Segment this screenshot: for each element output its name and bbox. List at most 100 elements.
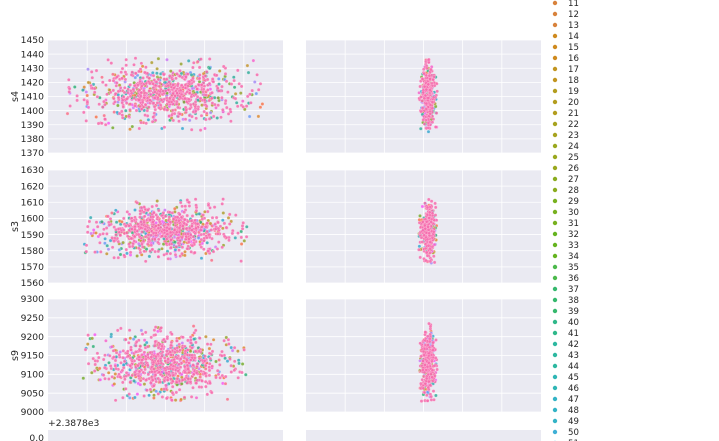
legend-label: 50 [568, 428, 579, 438]
legend-label: 51 [568, 439, 579, 441]
y-tick-label: 1610 [21, 197, 45, 208]
y-tick-label: 9050 [21, 388, 45, 399]
legend-label: 26 [568, 164, 579, 174]
legend-label: 19 [568, 87, 579, 97]
scatter-points [82, 197, 249, 263]
panels-layer: s4 1370 1380 1390 1400 1410 1420 1430 1440 1450 s3… [10, 35, 541, 441]
y-tick-label: 1410 [21, 92, 45, 103]
y-tick-label: 9300 [21, 294, 45, 305]
y-tick-label: 1600 [21, 214, 45, 225]
legend-item: 14 [552, 32, 579, 42]
legend-item: 47 [552, 395, 579, 405]
legend-label: 35 [568, 263, 579, 273]
scatter-points [417, 57, 439, 134]
legend-item: 26 [552, 164, 579, 174]
legend-item: 48 [552, 406, 579, 416]
legend-label: 47 [568, 395, 579, 405]
legend-item: 17 [552, 65, 579, 75]
legend-item: 37 [552, 285, 579, 295]
legend-item: 16 [552, 54, 579, 64]
legend-label: 36 [568, 274, 579, 284]
legend-label: 32 [568, 230, 579, 240]
y-tick-label: 9150 [21, 351, 45, 362]
legend-item: 27 [552, 175, 579, 185]
legend-item: 34 [552, 252, 579, 262]
legend-label: 46 [568, 384, 579, 394]
legend-label: 24 [568, 142, 579, 152]
legend-item: 44 [552, 362, 579, 372]
legend-label: 40 [568, 318, 579, 328]
y-tick-label: 0.0 [29, 433, 44, 441]
y-tick-label: 9250 [21, 313, 45, 324]
legend-item: 38 [552, 296, 579, 306]
legend-label: 22 [568, 120, 579, 130]
legend-label: 48 [568, 406, 579, 416]
legend-item: 32 [552, 230, 579, 240]
panel-r0-c1 [306, 39, 541, 154]
y-tick-label: 1570 [21, 262, 45, 273]
legend-label: 25 [568, 153, 579, 163]
legend-item: 35 [552, 263, 579, 273]
legend-item: 49 [552, 417, 579, 427]
legend-label: 27 [568, 175, 579, 185]
y-tick-label: 1630 [21, 165, 45, 176]
legend-label: 28 [568, 186, 579, 196]
legend-item: 28 [552, 186, 579, 196]
legend-label: 30 [568, 208, 579, 218]
legend-item: 39 [552, 307, 579, 317]
legend-item: 11 [552, 0, 579, 9]
legend-label: 33 [568, 241, 579, 251]
legend-label: 39 [568, 307, 579, 317]
y-tick-label: 1400 [21, 106, 45, 117]
y-axis-label-s3: s3 [10, 221, 21, 232]
legend-label: 49 [568, 417, 579, 427]
y-tick-label: 1390 [21, 120, 45, 131]
legend-item: 50 [552, 428, 579, 438]
y-tick-label: 1450 [21, 35, 45, 46]
legend-item: 30 [552, 208, 579, 218]
legend-item: 31 [552, 219, 579, 229]
legend-label: 34 [568, 252, 579, 262]
y-tick-label: 1560 [21, 278, 45, 289]
scatter-points [418, 321, 439, 403]
legend-item: 25 [552, 153, 579, 163]
legend-label: 37 [568, 285, 579, 295]
legend-label: 44 [568, 362, 579, 372]
legend-item: 36 [552, 274, 579, 284]
legend-item: 33 [552, 241, 579, 251]
x-offset-label: +2.3878e3 [48, 418, 99, 429]
legend-item: 46 [552, 384, 579, 394]
legend-item: 21 [552, 109, 579, 119]
legend-label: 21 [568, 109, 579, 119]
legend-item: 12 [552, 10, 579, 20]
y-tick-label: 1420 [21, 78, 45, 89]
legend-label: 45 [568, 373, 579, 383]
legend-label: 20 [568, 98, 579, 108]
legend-item: 22 [552, 120, 579, 130]
legend-label: 13 [568, 21, 579, 31]
y-tick-label: 9000 [21, 407, 45, 418]
legend-item: 45 [552, 373, 579, 383]
legend-label: 15 [568, 43, 579, 53]
legend-label: 17 [568, 65, 579, 75]
y-tick-label: 1620 [21, 181, 45, 192]
legend-item: 15 [552, 43, 579, 53]
legend: 1112131415161718192021222324252627282930… [552, 0, 579, 441]
legend-item: 19 [552, 87, 579, 97]
panel-r2-c0 [48, 298, 283, 413]
legend-label: 16 [568, 54, 579, 64]
panel-r2-c1 [306, 298, 541, 413]
legend-item: 18 [552, 76, 579, 86]
legend-item: 24 [552, 142, 579, 152]
legend-item: 23 [552, 131, 579, 141]
legend-label: 23 [568, 131, 579, 141]
y-tick-label: 1590 [21, 230, 45, 241]
scatter-points [65, 56, 265, 132]
legend-label: 29 [568, 197, 579, 207]
legend-item: 41 [552, 329, 579, 339]
y-axis-label-s9: s9 [10, 350, 21, 361]
y-tick-label: 1370 [21, 148, 45, 159]
y-tick-label: 1440 [21, 49, 45, 60]
legend-label: 43 [568, 351, 579, 361]
